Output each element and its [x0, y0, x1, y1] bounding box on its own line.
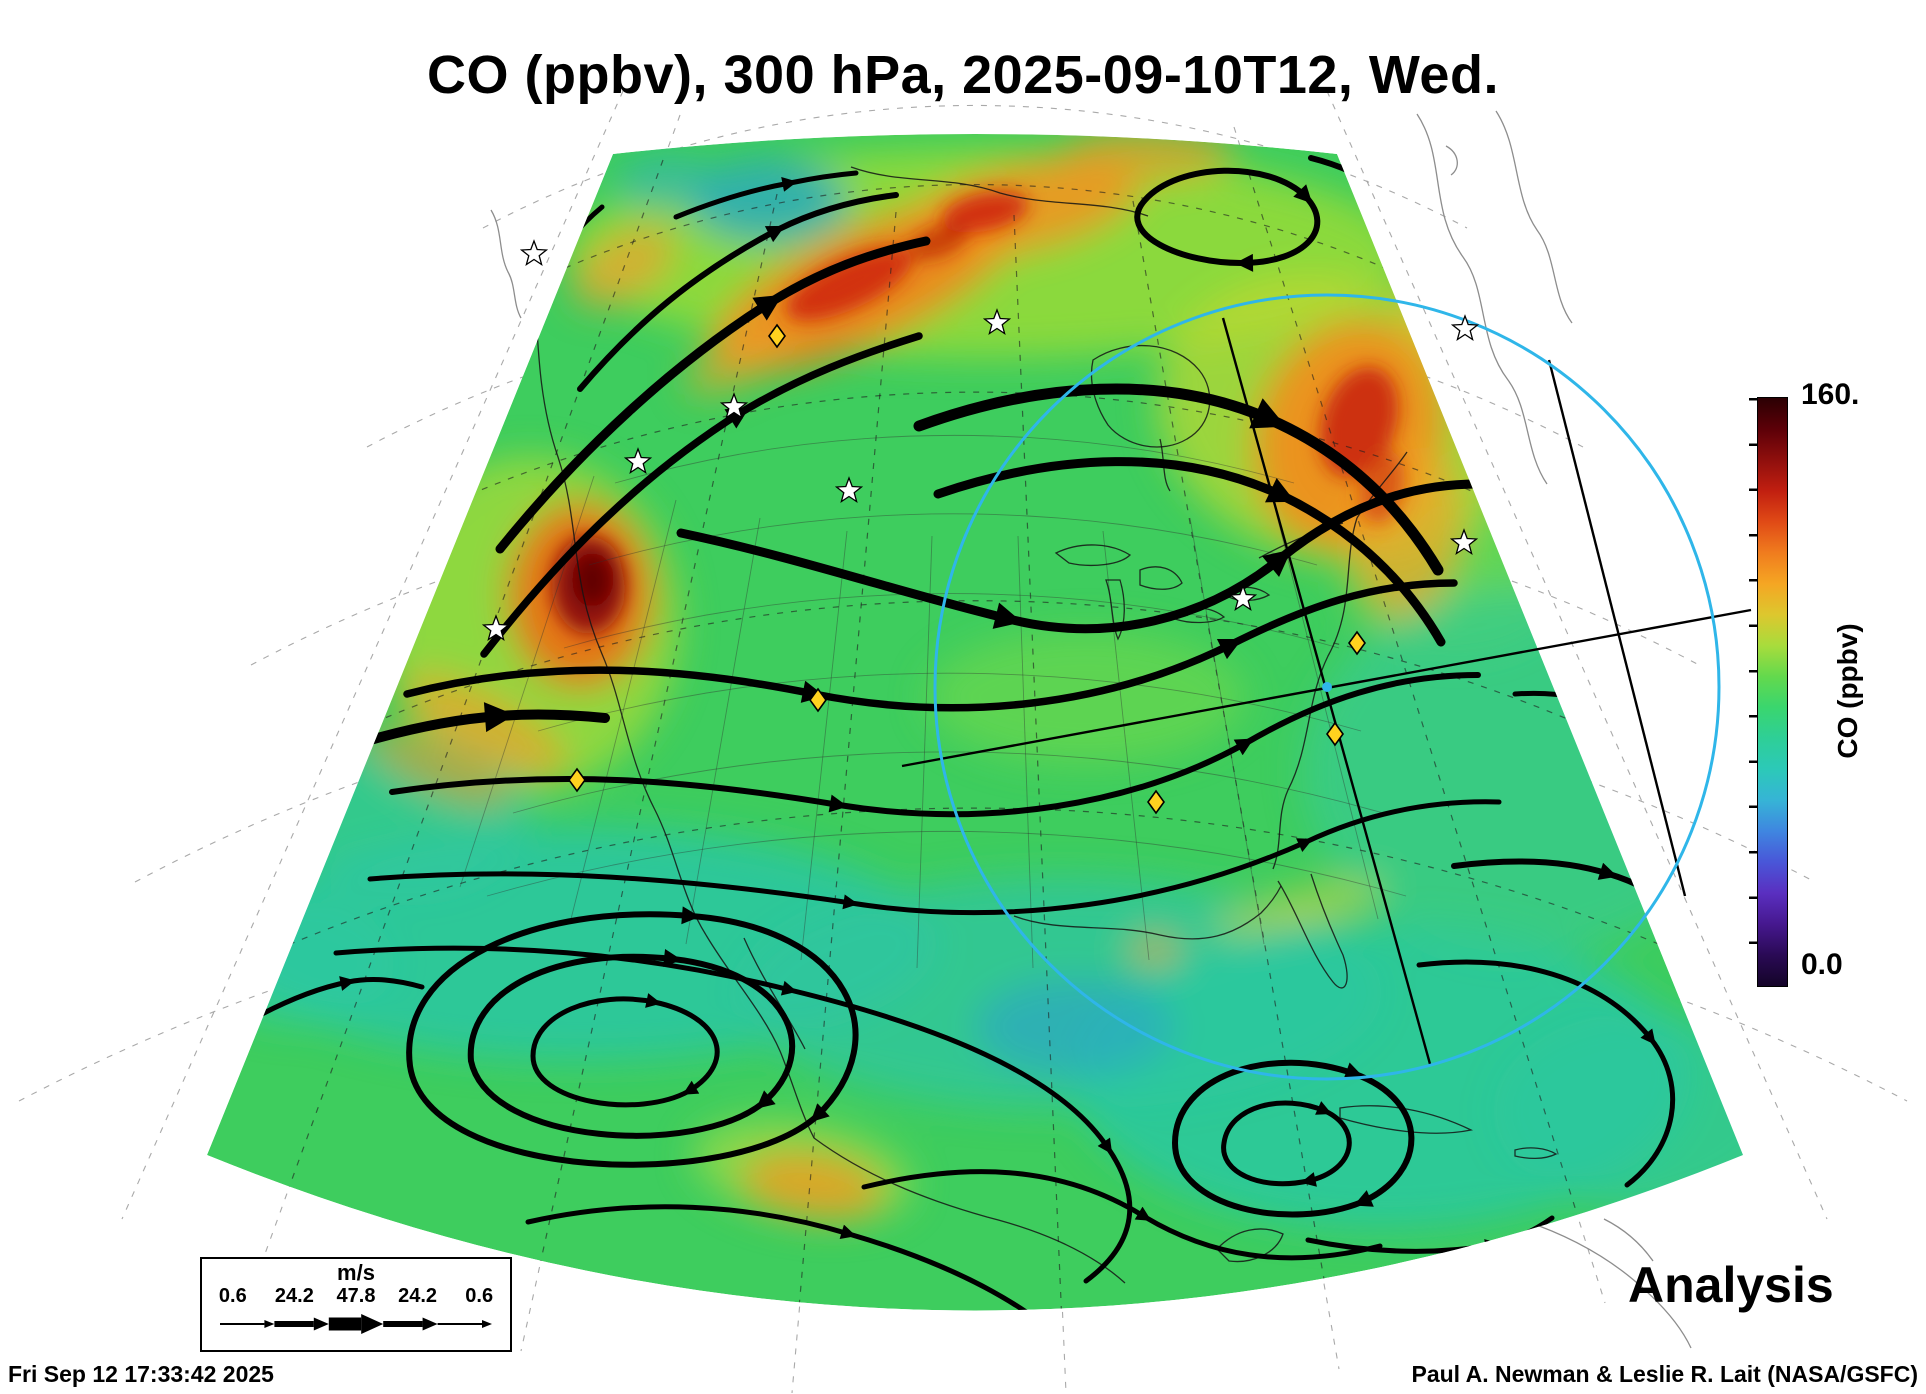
wind-legend-units-label: m/s [337, 1260, 375, 1285]
range-circle [933, 293, 1721, 1081]
colorbar-gradient [1749, 397, 1788, 987]
city-star-marker [520, 240, 548, 266]
colorbar-title: CO (ppbv) [1832, 623, 1863, 759]
wind-speed-legend: m/s 0.6 24.2 47.8 24.2 0.6 [200, 1257, 512, 1352]
wind-speed-label: 24.2 [398, 1285, 438, 1307]
streamlines-layer [259, 155, 1706, 1311]
colorbar-ticks [1749, 398, 1758, 986]
wind-speed-label: 47.8 [336, 1285, 376, 1307]
colorbar-max-label: 160. [1801, 378, 1860, 411]
plot-timestamp: Fri Sep 12 17:33:42 2025 [8, 1361, 274, 1387]
co-field-layer [207, 134, 1743, 1311]
cross-section-line [1547, 359, 1687, 897]
colorbar-min-label: 0.0 [1801, 948, 1843, 981]
credit-line: Paul A. Newman & Leslie R. Lait (NASA/GS… [1411, 1361, 1918, 1387]
wind-speed-label: 24.2 [274, 1285, 314, 1307]
wind-speed-label: 0.6 [218, 1285, 247, 1307]
coastline-outside-layer [490, 110, 1692, 1349]
figure-title: CO (ppbv), 300 hPa, 2025-09-10T12, Wed. [427, 45, 1499, 105]
analysis-label: Analysis [1628, 1257, 1834, 1313]
city-star-marker [1451, 315, 1479, 341]
range-circle-overlay [901, 293, 1752, 1081]
range-circle-center-dot [1322, 682, 1332, 692]
wind-speed-label: 0.6 [465, 1285, 494, 1307]
wind-legend-speed-labels: 0.6 24.2 47.8 24.2 0.6 [202, 1285, 510, 1307]
wind-speed-arrows-icon [220, 1314, 492, 1334]
